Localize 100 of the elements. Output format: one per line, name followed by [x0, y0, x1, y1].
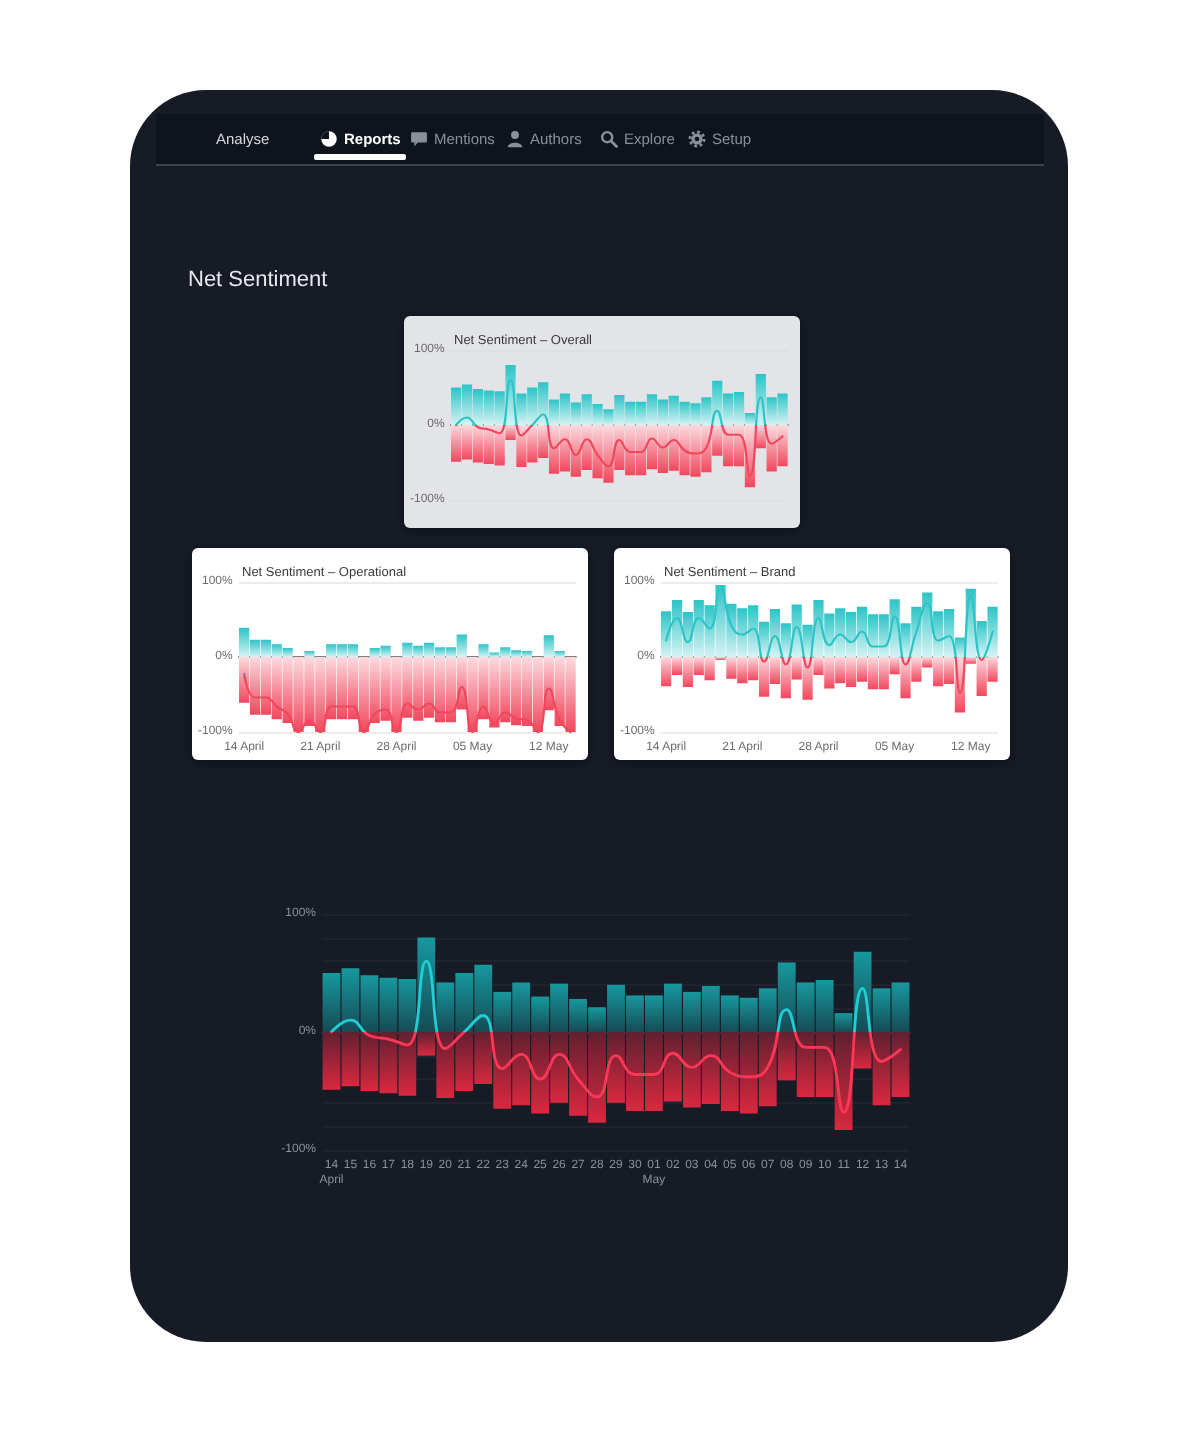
text: Net Sentiment: [188, 268, 328, 292]
bar: [856, 606, 868, 657]
bar: [845, 612, 857, 657]
bar: [682, 991, 701, 1032]
bar: [532, 657, 544, 732]
bar: [626, 1032, 644, 1112]
bar: [943, 657, 955, 684]
bar: [777, 393, 788, 425]
bar: [423, 642, 435, 657]
bar: [769, 657, 781, 684]
bar: [668, 395, 679, 425]
bar: [671, 657, 683, 675]
bar: [380, 645, 391, 657]
bar: [570, 402, 581, 425]
bar: [766, 425, 777, 472]
bar: [413, 645, 424, 657]
bar: [739, 997, 758, 1032]
bar: [668, 425, 679, 471]
bar: [878, 614, 889, 657]
bar: [657, 425, 668, 473]
bar: [943, 609, 955, 657]
bar: [723, 393, 734, 425]
bar: [271, 657, 282, 720]
bar: [737, 657, 748, 684]
bar: [483, 390, 494, 425]
bar: [360, 975, 379, 1032]
bar: [445, 647, 456, 657]
bar: [704, 657, 715, 681]
bar: [347, 644, 359, 657]
bar: [815, 1032, 834, 1097]
bar: [867, 657, 878, 690]
bar: [538, 425, 549, 458]
bar: [249, 657, 261, 715]
bar: [474, 1032, 493, 1084]
bar: [569, 1032, 587, 1116]
bar: [679, 425, 690, 476]
bar: [693, 657, 704, 675]
bar: [802, 657, 813, 700]
bar: [379, 977, 398, 1032]
bar: [720, 995, 739, 1032]
bar: [494, 425, 505, 466]
bar: [625, 425, 636, 476]
bar: [559, 393, 571, 425]
bar: [603, 425, 614, 483]
bar: [976, 657, 987, 696]
bar: [607, 1032, 625, 1103]
bar: [548, 399, 560, 425]
bar: [379, 1032, 398, 1094]
bar: [815, 980, 834, 1032]
bar: [625, 401, 636, 425]
bar: [588, 1007, 606, 1032]
bar: [635, 401, 647, 425]
bar: [661, 611, 672, 657]
bar: [663, 1032, 682, 1102]
bar: [856, 657, 868, 682]
bar: [341, 968, 360, 1032]
bar: [635, 425, 647, 476]
bar: [326, 644, 337, 657]
bar: [791, 657, 802, 680]
bar: [402, 642, 413, 657]
bar: [493, 1032, 512, 1109]
bar: [889, 657, 900, 675]
line-series: [455, 378, 784, 478]
bar: [581, 394, 592, 425]
bar: [933, 611, 944, 657]
bar: [671, 600, 683, 657]
bar: [451, 425, 462, 462]
bar: [690, 403, 701, 425]
bar: [766, 397, 777, 425]
bar: [723, 425, 734, 467]
bar: [380, 657, 391, 721]
bar: [531, 1032, 550, 1114]
bar: [796, 982, 815, 1032]
bar: [835, 608, 846, 657]
bar: [720, 1032, 739, 1112]
bar: [726, 657, 737, 679]
bar: [554, 657, 565, 726]
bar: [965, 657, 976, 664]
bar: [853, 1032, 872, 1069]
bar: [322, 1032, 341, 1090]
bar: [322, 973, 341, 1032]
bar: [521, 657, 533, 726]
bar: [474, 964, 493, 1032]
bar: [336, 657, 348, 720]
bar: [472, 425, 483, 463]
bar: [581, 425, 592, 470]
bar: [434, 647, 446, 657]
bar: [271, 644, 282, 657]
bar: [369, 657, 380, 723]
bar: [455, 973, 474, 1032]
bar: [527, 387, 538, 425]
bar: [645, 1032, 663, 1112]
bar: [436, 982, 455, 1032]
bar: [527, 425, 538, 463]
bar: [445, 657, 456, 723]
bar: [796, 1032, 815, 1097]
bar: [282, 648, 293, 657]
bar: [478, 657, 489, 720]
bar: [391, 657, 402, 732]
bar: [326, 657, 337, 720]
